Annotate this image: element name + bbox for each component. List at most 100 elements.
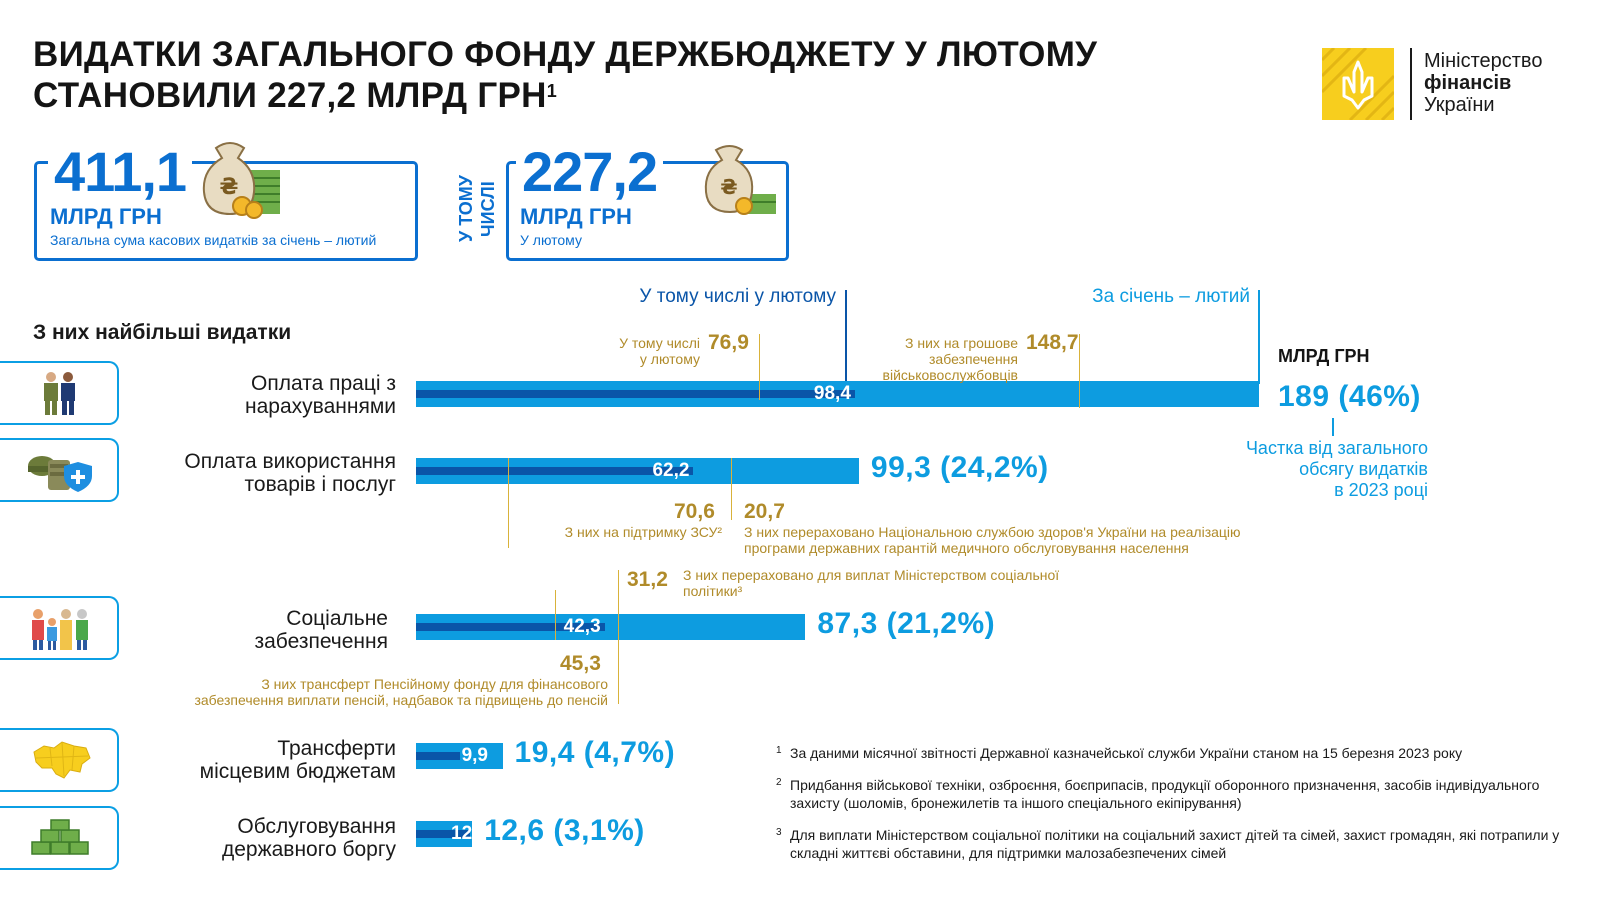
logo-line-3: України xyxy=(1424,94,1495,116)
unit-label: МЛРД ГРН xyxy=(1278,346,1370,366)
bar-feb-label-3: 9,9 xyxy=(461,745,488,766)
icon-card-goods xyxy=(0,438,119,502)
feb-unit: МЛРД ГРН xyxy=(520,204,632,229)
annotation-marker-1 xyxy=(1079,334,1080,408)
total-label-3: 19,4 (4,7%) xyxy=(514,736,676,769)
title-line-1: ВИДАТКИ ЗАГАЛЬНОГО ФОНДУ ДЕРЖБЮДЖЕТУ У Л… xyxy=(33,35,1098,74)
footnote-1-mark: 1 xyxy=(776,745,782,756)
total-unit: МЛРД ГРН xyxy=(50,204,162,229)
annotation-1-line-2: забезпечення xyxy=(929,351,1018,367)
category-label-3-line-2: місцевим бюджетам xyxy=(199,760,396,783)
trident-logo-icon xyxy=(1320,46,1396,122)
annotation-1-line-1: З них на грошове xyxy=(905,335,1018,351)
helmet-shield-icon xyxy=(28,456,92,492)
annotation-0-value: 76,9 xyxy=(708,331,749,354)
footnotes: 1 За даними місячної звітності Державної… xyxy=(776,745,1566,863)
title-line-2: СТАНОВИЛИ 227,2 МЛРД ГРН xyxy=(33,76,547,115)
footnote-3-mark: 3 xyxy=(776,827,782,838)
total-value: 411,1 xyxy=(54,140,187,203)
category-label-2: Соціальне забезпечення xyxy=(150,607,389,653)
feb-value-wrap: 227,2 xyxy=(516,144,664,200)
total-label-2: 87,3 (21,2%) xyxy=(817,607,996,640)
annotation-0-line-2: у лютому xyxy=(639,351,700,367)
title-footnote-mark: 1 xyxy=(546,81,558,101)
annotation-3-text: З них перераховано Національною службою … xyxy=(744,524,1241,556)
icon-card-social xyxy=(0,596,119,660)
category-label-4-line-1: Обслуговування xyxy=(237,815,396,838)
annotation-4-value: 31,2 xyxy=(627,568,668,591)
category-label-3: Трансферти місцевим бюджетам xyxy=(130,737,396,783)
total-desc: Загальна сума касових видатків за січень… xyxy=(50,232,377,248)
annotation-4-line-1: З них перераховано для виплат Міністерст… xyxy=(683,567,1060,583)
bar-feb-2 xyxy=(416,623,605,631)
logo-divider xyxy=(1410,48,1412,120)
annotation-3-value: 20,7 xyxy=(744,500,785,523)
category-label-1-line-1: Оплата використання xyxy=(184,450,396,473)
footnote-1: 1 За даними місячної звітності Державної… xyxy=(776,745,1566,763)
bar-feb-label-2: 42,3 xyxy=(563,616,601,637)
svg-text:₴: ₴ xyxy=(220,175,239,200)
annotation-marker-0 xyxy=(759,334,760,400)
logo-line-1: Міністерство xyxy=(1424,50,1543,72)
total-label-1: 99,3 (24,2%) xyxy=(870,451,1049,484)
annotation-5-text: З них трансферт Пенсійному фонду для фін… xyxy=(140,676,608,708)
soldier-civilian-icon xyxy=(44,372,75,415)
feb-desc: У лютому xyxy=(520,232,582,248)
legend-ytd-label: За січень – лютий xyxy=(1092,286,1250,307)
annotation-4-line-2: політики³ xyxy=(683,583,743,599)
bar-feb-0 xyxy=(416,390,855,398)
bar-feb-3 xyxy=(416,752,461,760)
annotation-0-line-1: У тому числі xyxy=(619,335,700,351)
annotation-2-text: З них на підтримку ЗСУ² xyxy=(564,524,722,540)
annotation-5-value: 45,3 xyxy=(560,652,601,675)
legend-ytd-line xyxy=(1258,290,1260,384)
family-icon xyxy=(32,609,88,650)
share-note-line xyxy=(1332,418,1334,436)
legend-feb-line xyxy=(845,290,847,400)
icon-card-transfers xyxy=(0,728,119,792)
annotation-2-value: 70,6 xyxy=(674,500,715,523)
bar-feb-label-1: 62,2 xyxy=(652,460,690,481)
annotation-1-value: 148,7 xyxy=(1026,331,1079,354)
category-label-3-line-1: Трансферти xyxy=(277,737,396,760)
connector-label: У ТОМУ ЧИСЛІ xyxy=(456,175,498,243)
category-label-1-line-2: товарів і послуг xyxy=(244,473,396,496)
logo-line-2: фінансів xyxy=(1424,72,1512,94)
share-note-line-2: обсягу видатків xyxy=(1299,459,1428,479)
annotation-1-line-3: військовослужбовців xyxy=(882,367,1018,383)
money-bag-small-icon: ₴ xyxy=(700,140,780,225)
bar-feb-label-4: 12,1 xyxy=(451,823,488,844)
bar-feb-label-0: 98,4 xyxy=(813,383,851,404)
total-value-wrap: 411,1 xyxy=(48,144,193,200)
annotation-marker-2 xyxy=(731,458,732,520)
footnote-3-text: Для виплати Міністерством соціальної пол… xyxy=(790,827,1560,861)
annotation-marker-3 xyxy=(508,458,509,548)
svg-text:₴: ₴ xyxy=(720,175,737,199)
annotation-5-line-2: забезпечення виплати пенсій, надбавок та… xyxy=(194,692,608,708)
legend-feb-label: У тому числі у лютому xyxy=(639,286,836,307)
annotation-marker-4 xyxy=(555,590,556,640)
annotation-3-line-1: З них перераховано Національною службою … xyxy=(744,524,1241,540)
category-label-4-line-2: державного боргу xyxy=(221,838,396,861)
footnote-3: 3 Для виплати Міністерством соціальної п… xyxy=(776,827,1566,863)
annotation-4-text: З них перераховано для виплат Міністерст… xyxy=(683,567,1059,599)
share-note-line-1: Частка від загального xyxy=(1245,438,1428,458)
annotation-5-line-1: З них трансферт Пенсійному фонду для фін… xyxy=(261,676,608,692)
annotation-0-text: У тому числі у лютому xyxy=(596,335,700,367)
total-label-0: 189 (46%) xyxy=(1278,380,1421,413)
cash-bundles-icon xyxy=(31,819,89,855)
annotation-marker-5 xyxy=(618,570,619,704)
page-title: ВИДАТКИ ЗАГАЛЬНОГО ФОНДУ ДЕРЖБЮДЖЕТУ У Л… xyxy=(33,34,1097,116)
annotation-1-text: З них на грошове забезпечення військовос… xyxy=(880,335,1018,383)
section-title: З них найбільші видатки xyxy=(33,321,292,344)
share-note-line-3: в 2023 році xyxy=(1334,480,1428,500)
footnote-1-text: За даними місячної звітності Державної к… xyxy=(790,745,1463,761)
icon-card-salary xyxy=(0,361,119,425)
bar-feb-1 xyxy=(416,467,694,475)
footnote-2-mark: 2 xyxy=(776,777,782,788)
category-label-4: Обслуговування державного боргу xyxy=(130,815,396,861)
category-label-0-line-1: Оплата праці з xyxy=(251,372,396,395)
feb-value: 227,2 xyxy=(522,140,658,203)
share-note: Частка від загального обсягу видатків в … xyxy=(1200,438,1428,501)
bar-feb-4 xyxy=(416,830,470,838)
